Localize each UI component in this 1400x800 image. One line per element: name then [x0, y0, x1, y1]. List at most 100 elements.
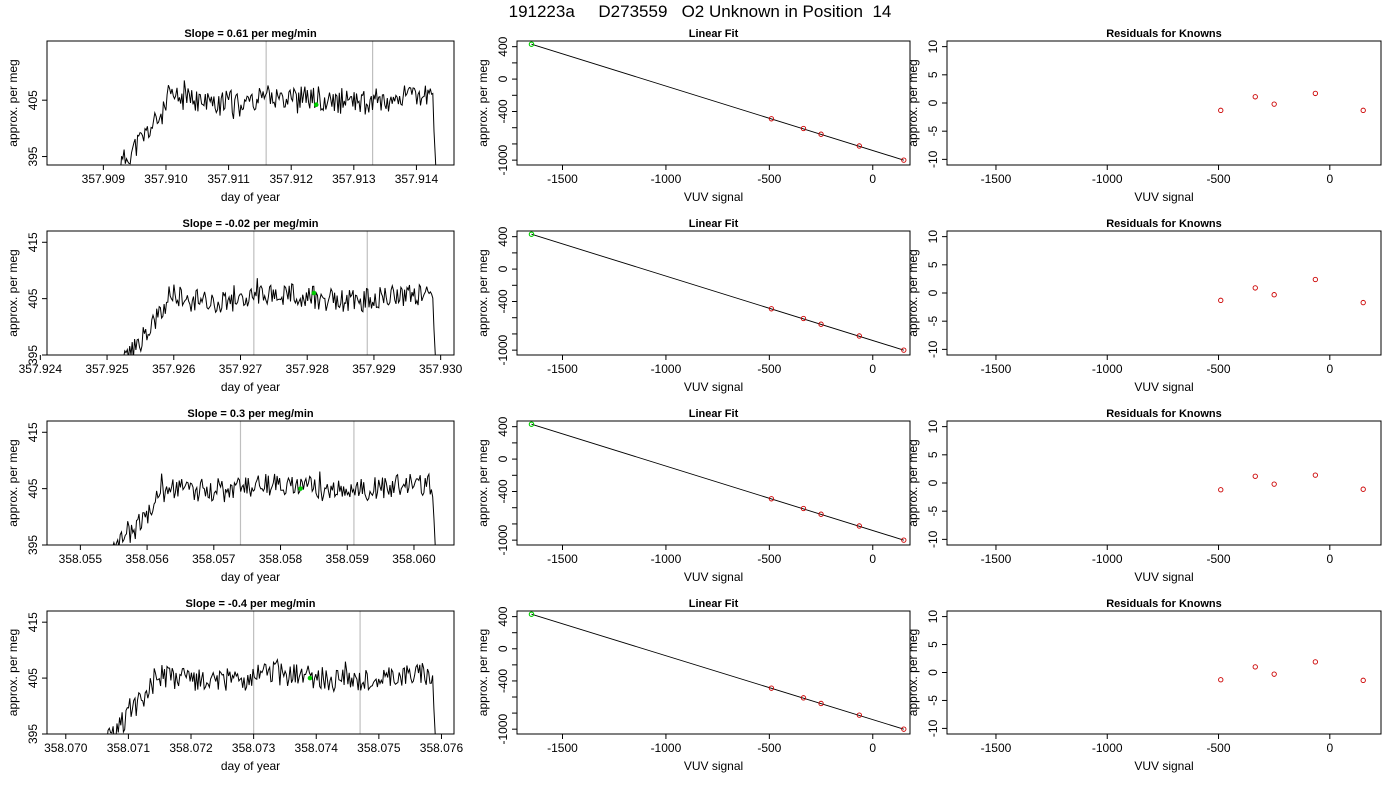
known-point [1312, 659, 1318, 665]
y-tick-label: 0 [496, 265, 510, 272]
known-point [768, 116, 775, 122]
plot-area [123, 231, 436, 355]
y-tick-label: 10 [926, 230, 940, 244]
x-tick-label: 357.928 [286, 362, 330, 376]
x-tick-label: 358.071 [107, 741, 151, 755]
known-point [1312, 472, 1318, 478]
known-point [1252, 664, 1258, 670]
x-axis-label: day of year [221, 570, 280, 584]
x-tick-label: -1000 [1092, 741, 1123, 755]
x-axis-label: day of year [221, 190, 280, 204]
x-axis-label: day of year [221, 759, 280, 773]
known-point [800, 125, 807, 132]
known-point [818, 700, 824, 707]
panel-2-3: Residuals for Knowns VUV signal approx. pe… [906, 218, 1382, 394]
x-tick-label: 357.914 [395, 172, 439, 186]
x-tick-label: 358.058 [259, 552, 303, 566]
y-axis-label: approx. per meg [476, 249, 490, 336]
y-tick-label: 5 [926, 261, 940, 268]
x-axis-label: VUV signal [1134, 570, 1193, 584]
x-tick-label: 0 [1326, 362, 1333, 376]
plot-area [528, 41, 907, 163]
y-tick-label: -1000 [496, 334, 510, 365]
x-tick-label: 0 [869, 172, 876, 186]
known-point [1360, 486, 1366, 492]
known-point [901, 726, 907, 732]
known-point [1218, 677, 1224, 683]
y-tick-label: 5 [926, 451, 940, 458]
panel-1-2: Linear Fit VUV signal approx. per meg -1500… [476, 28, 911, 204]
x-tick-label: 357.909 [82, 172, 126, 186]
y-axis-label: approx. per meg [906, 629, 920, 716]
x-tick-label: 357.924 [19, 362, 63, 376]
plot-frame [516, 610, 911, 735]
known-point [901, 347, 907, 353]
panel-title: Residuals for Knowns [1106, 598, 1222, 610]
panel-title: Slope = 0.3 per meg/min [187, 408, 314, 420]
x-tick-label: 358.055 [59, 552, 103, 566]
x-tick-label: 358.057 [192, 552, 236, 566]
fit-line [531, 43, 904, 161]
y-tick-label: -1000 [496, 714, 510, 745]
x-axis-label: VUV signal [684, 570, 743, 584]
plot-area [528, 421, 907, 543]
x-axis-label: VUV signal [1134, 759, 1193, 773]
y-axis-label: approx. per meg [906, 249, 920, 336]
y-tick-label: 10 [926, 420, 940, 434]
plot-frame [946, 420, 1382, 546]
unknown-point [528, 41, 535, 47]
y-axis-label: approx. per meg [6, 629, 20, 716]
known-point [1312, 276, 1318, 283]
x-tick-label: -1500 [981, 552, 1012, 566]
known-point [1271, 101, 1277, 107]
known-point [1218, 487, 1224, 493]
y-tick-label: 405 [26, 288, 40, 308]
x-tick-label: -1000 [1092, 362, 1123, 376]
plot-area [111, 421, 436, 545]
y-tick-label: 400 [496, 416, 510, 436]
x-tick-label: -1000 [1092, 552, 1123, 566]
y-tick-label: -400 [496, 669, 510, 693]
unknown-point [528, 611, 535, 617]
y-tick-label: 395 [26, 724, 40, 744]
known-point [768, 685, 775, 691]
panel-title: Slope = 0.61 per meg/min [184, 28, 317, 40]
known-point [1271, 481, 1277, 487]
known-point [818, 511, 824, 517]
y-tick-label: 405 [26, 90, 40, 110]
y-axis-label: approx. per meg [476, 59, 490, 146]
y-tick-label: 0 [926, 289, 940, 296]
known-point [856, 523, 862, 529]
y-tick-label: -400 [496, 289, 510, 313]
y-tick-label: 0 [496, 75, 510, 82]
y-tick-label: 0 [926, 669, 940, 676]
y-tick-label: 405 [26, 478, 40, 498]
known-point [818, 321, 824, 327]
plot-area [1218, 659, 1366, 683]
known-point [901, 157, 907, 163]
plot-area [107, 611, 436, 734]
x-tick-label: -500 [757, 172, 781, 186]
data-trace [123, 278, 436, 355]
y-tick-label: 400 [496, 36, 510, 56]
plot-area [528, 611, 907, 732]
plot-area [528, 231, 907, 353]
plot-frame [946, 40, 1382, 166]
y-axis-label: approx. per meg [6, 249, 20, 336]
known-point [1271, 292, 1277, 298]
x-tick-label: 357.912 [270, 172, 314, 186]
panel-title: Linear Fit [689, 218, 739, 230]
y-tick-label: 5 [926, 641, 940, 648]
known-point [901, 537, 907, 543]
y-tick-label: 0 [496, 455, 510, 462]
x-tick-label: 358.059 [326, 552, 370, 566]
x-tick-label: -1500 [547, 552, 578, 566]
y-tick-label: 395 [26, 146, 40, 166]
known-point [800, 315, 807, 322]
known-point [800, 505, 807, 512]
panel-title: Residuals for Knowns [1106, 408, 1222, 420]
x-tick-label: 358.075 [357, 741, 401, 755]
x-tick-label: -500 [1207, 741, 1231, 755]
y-tick-label: 415 [26, 422, 40, 442]
plot-area [1218, 276, 1366, 306]
